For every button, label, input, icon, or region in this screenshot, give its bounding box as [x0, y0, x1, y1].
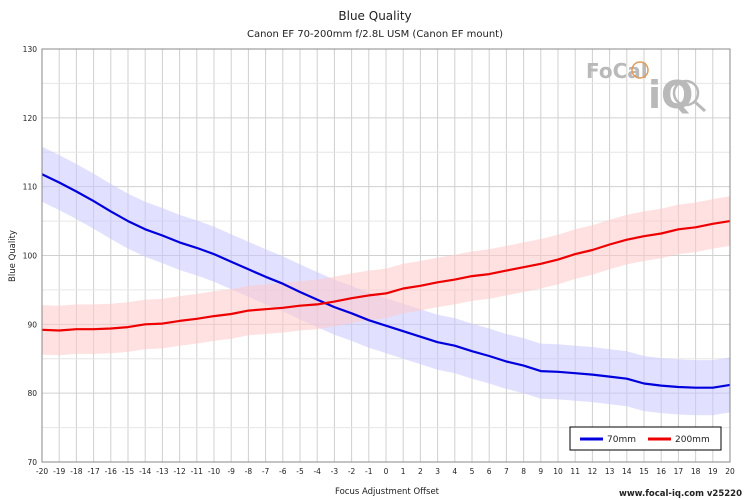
- logo-text-iq: iQ: [648, 73, 693, 117]
- x-tick-label: 13: [605, 467, 615, 476]
- y-tick-label: 80: [27, 389, 37, 398]
- x-tick-label: -6: [279, 467, 287, 476]
- y-tick-labels: 70 80 90 100 110 120 130: [23, 45, 38, 467]
- x-tick-label: -12: [173, 467, 185, 476]
- x-tick-label: 19: [708, 467, 718, 476]
- focal-iq-logo: FoCal iQ: [586, 59, 707, 117]
- x-tick-label: 11: [570, 467, 580, 476]
- x-tick-label: -1: [365, 467, 373, 476]
- x-tick-label: -5: [296, 467, 304, 476]
- x-tick-label: 8: [521, 467, 526, 476]
- x-tick-label: -15: [122, 467, 134, 476]
- legend-label-200mm: 200mm: [675, 435, 710, 445]
- magnifier-icon: [672, 79, 700, 107]
- x-tick-label: -19: [53, 467, 65, 476]
- x-tick-label: -2: [348, 467, 356, 476]
- y-tick-label: 130: [23, 45, 38, 54]
- x-tick-label: -16: [105, 467, 117, 476]
- x-tick-label: -9: [227, 467, 235, 476]
- x-tick-label: -3: [331, 467, 339, 476]
- x-tick-label: 12: [588, 467, 598, 476]
- x-tick-label: 14: [622, 467, 632, 476]
- x-tick-label: 10: [553, 467, 563, 476]
- x-tick-label: 6: [487, 467, 492, 476]
- x-tick-label: 20: [725, 467, 735, 476]
- x-tick-label: -11: [191, 467, 203, 476]
- x-tick-label: 3: [435, 467, 440, 476]
- x-tick-label: 9: [538, 467, 543, 476]
- y-tick-label: 100: [23, 252, 38, 261]
- x-tick-label: 4: [452, 467, 457, 476]
- x-axis-label: Focus Adjustment Offset: [335, 487, 440, 497]
- footer-url: www.focal-iq.com v25220: [619, 489, 742, 499]
- logo-accent-ring-icon: [631, 61, 649, 79]
- x-tick-label: -10: [208, 467, 220, 476]
- y-tick-label: 110: [23, 183, 38, 192]
- x-tick-label: 0: [384, 467, 389, 476]
- band-70mm: [42, 146, 730, 416]
- chart-title: Blue Quality: [338, 9, 411, 23]
- x-tick-label: -4: [313, 467, 321, 476]
- y-tick-label: 120: [23, 114, 38, 123]
- x-tick-label: 15: [639, 467, 649, 476]
- x-tick-label: -8: [245, 467, 253, 476]
- legend: 70mm 200mm: [569, 426, 722, 451]
- legend-label-70mm: 70mm: [607, 435, 636, 445]
- x-tick-label: 5: [470, 467, 475, 476]
- y-tick-label: 90: [27, 320, 37, 329]
- x-tick-label: 7: [504, 467, 509, 476]
- x-tick-label: -13: [156, 467, 168, 476]
- x-tick-label: -7: [262, 467, 270, 476]
- x-tick-labels: -20 -19 -18 -17 -16 -15 -14 -13 -12 -11 -10 -9 -8 -7-…: [36, 467, 735, 476]
- x-tick-label: -20: [36, 467, 48, 476]
- x-tick-label: -17: [87, 467, 99, 476]
- y-axis-label: Blue Quality: [8, 230, 18, 282]
- y-tick-label: 70: [27, 458, 37, 467]
- x-tick-label: 1: [401, 467, 406, 476]
- x-tick-label: -14: [139, 467, 151, 476]
- x-tick-label: 18: [691, 467, 701, 476]
- legend-box: [569, 426, 722, 451]
- axes: [41, 48, 731, 463]
- chart-subtitle: Canon EF 70-200mm f/2.8L USM (Canon EF m…: [247, 29, 503, 40]
- series-line-200mm: [41, 220, 731, 332]
- x-tick-label: 16: [656, 467, 666, 476]
- magnifier-handle-icon: [693, 100, 707, 113]
- x-tick-label: 2: [418, 467, 423, 476]
- x-tick-label: 17: [674, 467, 684, 476]
- series-lines: [41, 173, 731, 389]
- series-line-70mm: [41, 173, 731, 389]
- x-tick-label: -18: [70, 467, 82, 476]
- plot-border: [41, 48, 731, 463]
